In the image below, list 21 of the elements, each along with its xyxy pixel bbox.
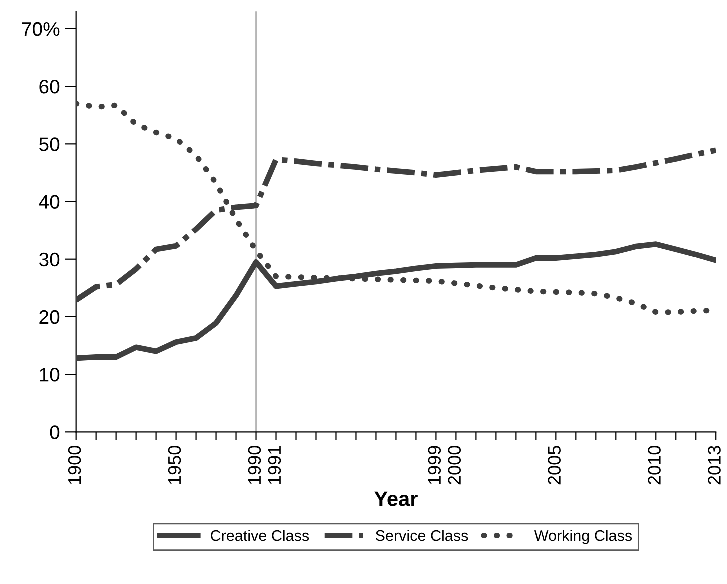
x-tick-label: 1900 xyxy=(68,446,82,484)
y-tick-label: 20 xyxy=(40,310,60,324)
y-tick-label: 40 xyxy=(39,195,60,209)
legend-label: Service Class xyxy=(376,530,468,542)
legend-label: Creative Class xyxy=(211,530,310,542)
x-tick-label: 1950 xyxy=(168,446,182,484)
x-tick-label: 2010 xyxy=(648,446,661,485)
x-tick-label: 1990 xyxy=(248,446,262,484)
x-axis-title: Year xyxy=(374,492,418,506)
y-tick-label: 10 xyxy=(40,368,60,382)
y-tick-label: 70% xyxy=(22,22,60,36)
y-tick-label: 50 xyxy=(40,138,60,152)
x-tick-label: 2005 xyxy=(548,446,561,485)
legend-label: Working Class xyxy=(534,530,632,544)
x-tick-label: 2000 xyxy=(448,446,462,485)
x-tick-label: 1991 xyxy=(268,446,282,484)
y-tick-label: 30 xyxy=(39,252,60,267)
x-tick-label: 2013 xyxy=(708,446,721,485)
y-tick-label: 60 xyxy=(40,80,60,94)
y-tick-label: 0 xyxy=(50,426,60,440)
x-tick-label: 1999 xyxy=(428,446,442,484)
